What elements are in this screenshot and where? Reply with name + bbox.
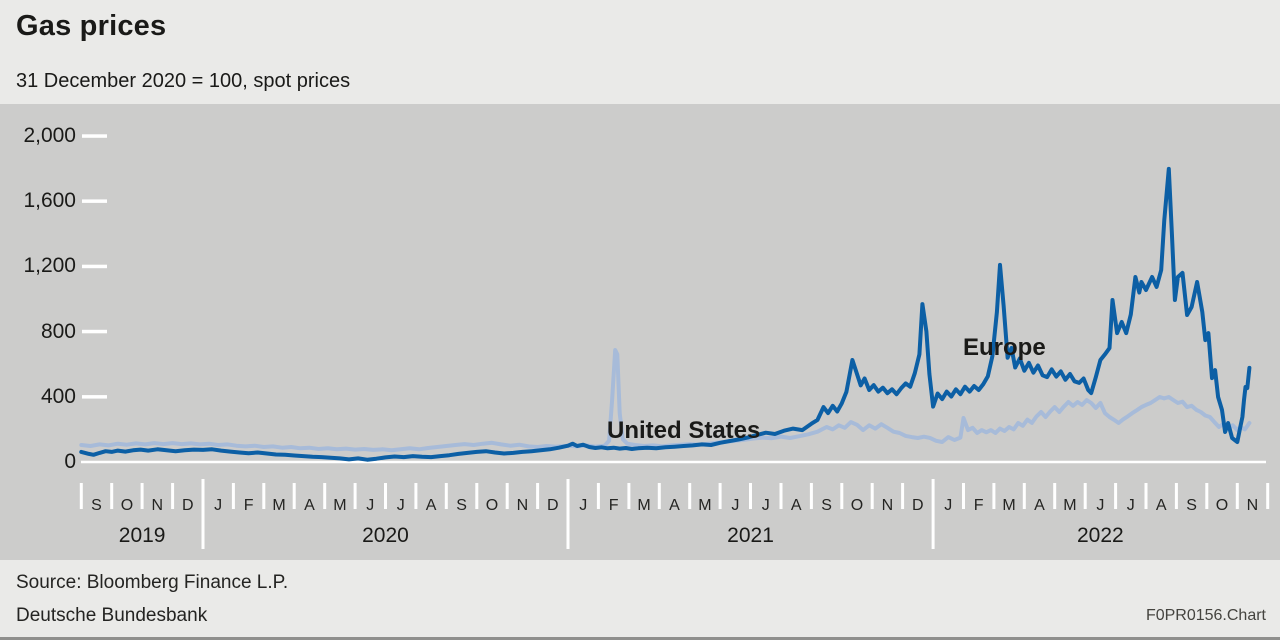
x-year-label: 2022 <box>1076 524 1124 547</box>
chart-id: F0PR0156.Chart <box>1145 607 1266 624</box>
x-month-label: S <box>821 497 832 514</box>
bottom-edge-strip <box>0 637 1280 640</box>
x-month-label: A <box>425 497 437 514</box>
x-month-label: M <box>1002 497 1016 514</box>
x-month-label: M <box>698 497 712 514</box>
source-line: Source: Bloomberg Finance L.P. <box>16 572 289 593</box>
x-month-label: J <box>579 497 588 514</box>
x-month-label: S <box>456 497 467 514</box>
y-axis-label: 1,200 <box>23 254 76 278</box>
x-month-label: J <box>1126 497 1135 514</box>
x-month-label: D <box>181 497 194 514</box>
x-month-label: J <box>1096 497 1105 514</box>
x-month-label: M <box>333 497 347 514</box>
y-axis-label: 800 <box>40 319 76 343</box>
y-tick-marks <box>82 134 107 399</box>
x-month-label: M <box>272 497 286 514</box>
chart-header: Gas prices 31 December 2020 = 100, spot … <box>0 0 1280 104</box>
y-axis-label: 0 <box>64 450 76 473</box>
x-month-label: F <box>973 497 984 514</box>
x-month-label: O <box>120 497 134 514</box>
x-month-label: J <box>396 497 405 514</box>
zero-baseline <box>81 460 1266 464</box>
x-month-label: J <box>214 497 223 514</box>
y-axis-label: 1,600 <box>23 189 76 213</box>
y-axis-label: 400 <box>40 384 76 408</box>
x-month-label: D <box>912 497 924 514</box>
x-month-label: F <box>608 497 619 514</box>
x-month-label: F <box>243 497 254 514</box>
x-month-label: O <box>850 497 864 514</box>
x-month-label: N <box>516 497 529 514</box>
x-month-label: N <box>1246 497 1259 514</box>
x-month-label: A <box>1034 497 1045 514</box>
series-line-europe <box>79 166 1252 462</box>
x-month-label: A <box>304 497 315 514</box>
y-axis-label: 2,000 <box>23 124 76 147</box>
x-year-label: 2020 <box>362 524 409 547</box>
x-month-label: M <box>637 497 651 514</box>
x-month-label: S <box>1186 497 1197 514</box>
x-year-label: 2021 <box>727 524 774 547</box>
series-line-united-states <box>79 348 1252 453</box>
x-month-label: J <box>731 497 740 514</box>
x-month-label: A <box>669 497 680 514</box>
x-month-label: M <box>1063 497 1077 514</box>
x-month-label: J <box>944 497 953 514</box>
x-month-label: N <box>881 497 894 514</box>
x-year-label: 2019 <box>118 524 166 547</box>
plot-area: 2,000 1,600 1,200 800 400 0 S O N D J F M A M J J A S O N D J F… <box>0 104 1280 560</box>
x-month-label: A <box>790 497 802 514</box>
chart-footer: Source: Bloomberg Finance L.P. Deutsche … <box>0 560 1280 640</box>
x-month-label: N <box>151 497 164 514</box>
series-label-united-states: United States <box>607 417 761 444</box>
x-month-label: O <box>1215 497 1229 514</box>
x-month-label: O <box>485 497 499 514</box>
page-title: Gas prices <box>16 10 167 42</box>
x-month-label: D <box>547 497 559 514</box>
publisher-line: Deutsche Bundesbank <box>16 605 208 626</box>
line-chart <box>79 134 1270 549</box>
year-separator-lines <box>201 479 935 549</box>
x-month-label: S <box>91 497 102 514</box>
x-month-label: J <box>761 497 770 514</box>
chart-subtitle: 31 December 2020 = 100, spot prices <box>16 70 351 92</box>
x-month-label: J <box>366 497 375 514</box>
x-month-label: A <box>1155 497 1167 514</box>
month-tick-marks <box>79 483 1270 509</box>
series-label-europe: Europe <box>963 334 1046 361</box>
